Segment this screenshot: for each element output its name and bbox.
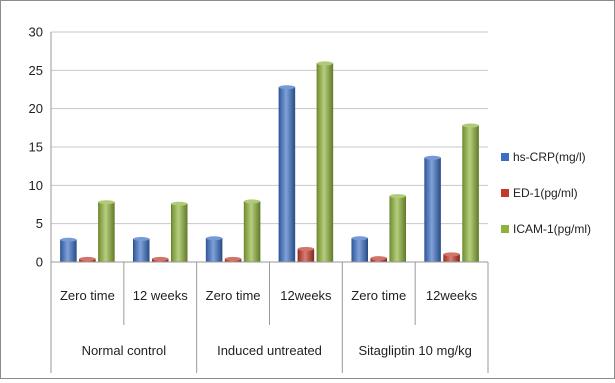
bar-top-cap: [462, 123, 479, 128]
bar-icam-1-pg-ml-: [98, 201, 115, 263]
bar-top-cap: [225, 256, 242, 261]
bar-icam-1-pg-ml-: [316, 63, 334, 263]
bar-top-cap: [370, 256, 387, 261]
category-label: Zero time: [206, 288, 261, 303]
group-label: Normal control: [82, 343, 167, 358]
bar-top-cap: [424, 155, 441, 160]
category-label: Zero time: [60, 288, 115, 303]
bar-top-cap: [152, 256, 169, 261]
y-tick-label: 15: [29, 140, 43, 155]
bar-top-cap: [297, 246, 314, 251]
bar-top-cap: [133, 237, 150, 241]
category-label: 12weeks: [426, 288, 478, 303]
legend: hs-CRP(mg/l) ED-1(pg/ml) ICAM-1(pg/ml): [501, 150, 591, 236]
bar-top-cap: [206, 236, 223, 241]
bar-top-cap: [244, 199, 261, 204]
bar-icam-1-pg-ml-: [243, 201, 261, 263]
group-label: Induced untreated: [217, 343, 322, 358]
legend-swatch: [501, 189, 509, 197]
legend-label: ICAM-1(pg/ml): [513, 222, 591, 236]
bar-top-cap: [79, 256, 96, 261]
bar-top-cap: [443, 252, 460, 257]
bar-hs-crp-mg-l-: [205, 237, 223, 263]
bar-hs-crp-mg-l-: [60, 239, 77, 263]
category-label: 12weeks: [280, 288, 332, 303]
bar-hs-crp-mg-l-: [424, 157, 441, 263]
bar-hs-crp-mg-l-: [133, 238, 150, 263]
bar-icam-1-pg-ml-: [462, 125, 479, 263]
legend-swatch: [501, 153, 509, 161]
bar-top-cap: [389, 194, 406, 199]
y-tick-label: 30: [29, 25, 43, 40]
y-tick-label: 10: [29, 178, 43, 193]
y-tick-labels: 0 5 10 15 20 25 30: [29, 25, 43, 270]
y-tick-label: 0: [36, 255, 43, 270]
bar-top-cap: [60, 237, 77, 242]
category-label: Zero time: [351, 288, 406, 303]
bar-icam-1-pg-ml-: [171, 203, 188, 263]
legend-label: hs-CRP(mg/l): [513, 150, 586, 164]
y-tick-label: 25: [29, 63, 43, 78]
gridlines: [51, 31, 488, 225]
legend-swatch: [501, 225, 509, 233]
bar-top-cap: [98, 200, 115, 205]
bars: [60, 61, 479, 263]
bar-top-cap: [316, 61, 333, 66]
bar-top-cap: [351, 236, 368, 241]
y-tick-label: 20: [29, 101, 43, 116]
bar-top-cap: [278, 85, 295, 90]
y-tick-label: 5: [36, 216, 43, 231]
bar-hs-crp-mg-l-: [351, 237, 368, 263]
category-label: 12 weeks: [133, 288, 188, 303]
axes: [50, 32, 489, 373]
bar-icam-1-pg-ml-: [389, 195, 406, 263]
category-labels: Zero time 12 weeks Zero time 12weeks Zero ti…: [60, 288, 478, 358]
bar-top-cap: [171, 201, 188, 206]
bar-hs-crp-mg-l-: [278, 86, 296, 263]
legend-label: ED-1(pg/ml): [513, 186, 578, 200]
group-label: Sitagliptin 10 mg/kg: [358, 343, 471, 358]
